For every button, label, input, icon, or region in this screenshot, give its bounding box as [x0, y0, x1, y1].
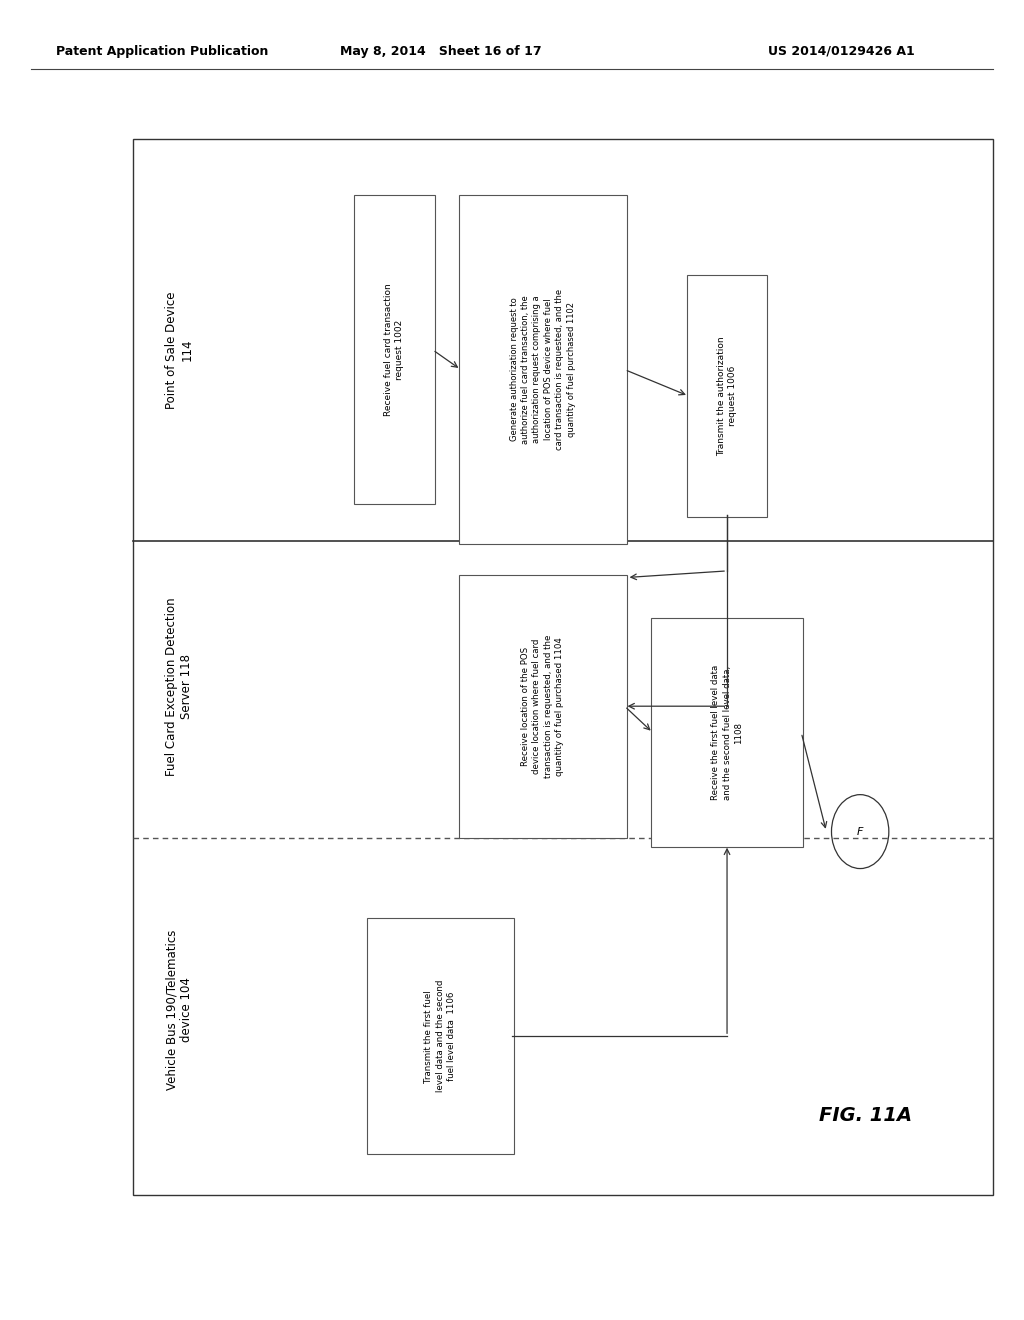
FancyBboxPatch shape: [459, 195, 627, 544]
FancyBboxPatch shape: [686, 275, 768, 517]
FancyBboxPatch shape: [459, 576, 627, 837]
FancyBboxPatch shape: [367, 919, 514, 1154]
Text: Patent Application Publication: Patent Application Publication: [56, 45, 268, 58]
FancyBboxPatch shape: [354, 195, 435, 504]
Text: Receive fuel card transaction
request 1002: Receive fuel card transaction request 10…: [384, 284, 404, 416]
Text: Receive location of the POS
device location where fuel card
transaction is reque: Receive location of the POS device locat…: [521, 635, 564, 777]
Text: Transmit the first fuel
level data and the second
fuel level data  1106: Transmit the first fuel level data and t…: [424, 979, 457, 1093]
Text: Point of Sale Device
114: Point of Sale Device 114: [165, 290, 194, 409]
Text: Receive the first fuel level data
and the second fuel level data,
1108: Receive the first fuel level data and th…: [711, 665, 743, 800]
Text: Transmit the authorization
request 1006: Transmit the authorization request 1006: [717, 337, 737, 455]
Text: US 2014/0129426 A1: US 2014/0129426 A1: [768, 45, 914, 58]
Bar: [133, 139, 993, 1195]
Text: May 8, 2014   Sheet 16 of 17: May 8, 2014 Sheet 16 of 17: [340, 45, 541, 58]
Text: Generate authorization request to
authorize fuel card transaction, the
authoriza: Generate authorization request to author…: [510, 289, 575, 450]
Text: FIG. 11A: FIG. 11A: [819, 1106, 911, 1125]
FancyBboxPatch shape: [651, 618, 803, 847]
Text: Fuel Card Exception Detection
Server 118: Fuel Card Exception Detection Server 118: [165, 597, 194, 776]
Text: Vehicle Bus 190/Telematics
device 104: Vehicle Bus 190/Telematics device 104: [165, 929, 194, 1090]
Text: F: F: [857, 826, 863, 837]
